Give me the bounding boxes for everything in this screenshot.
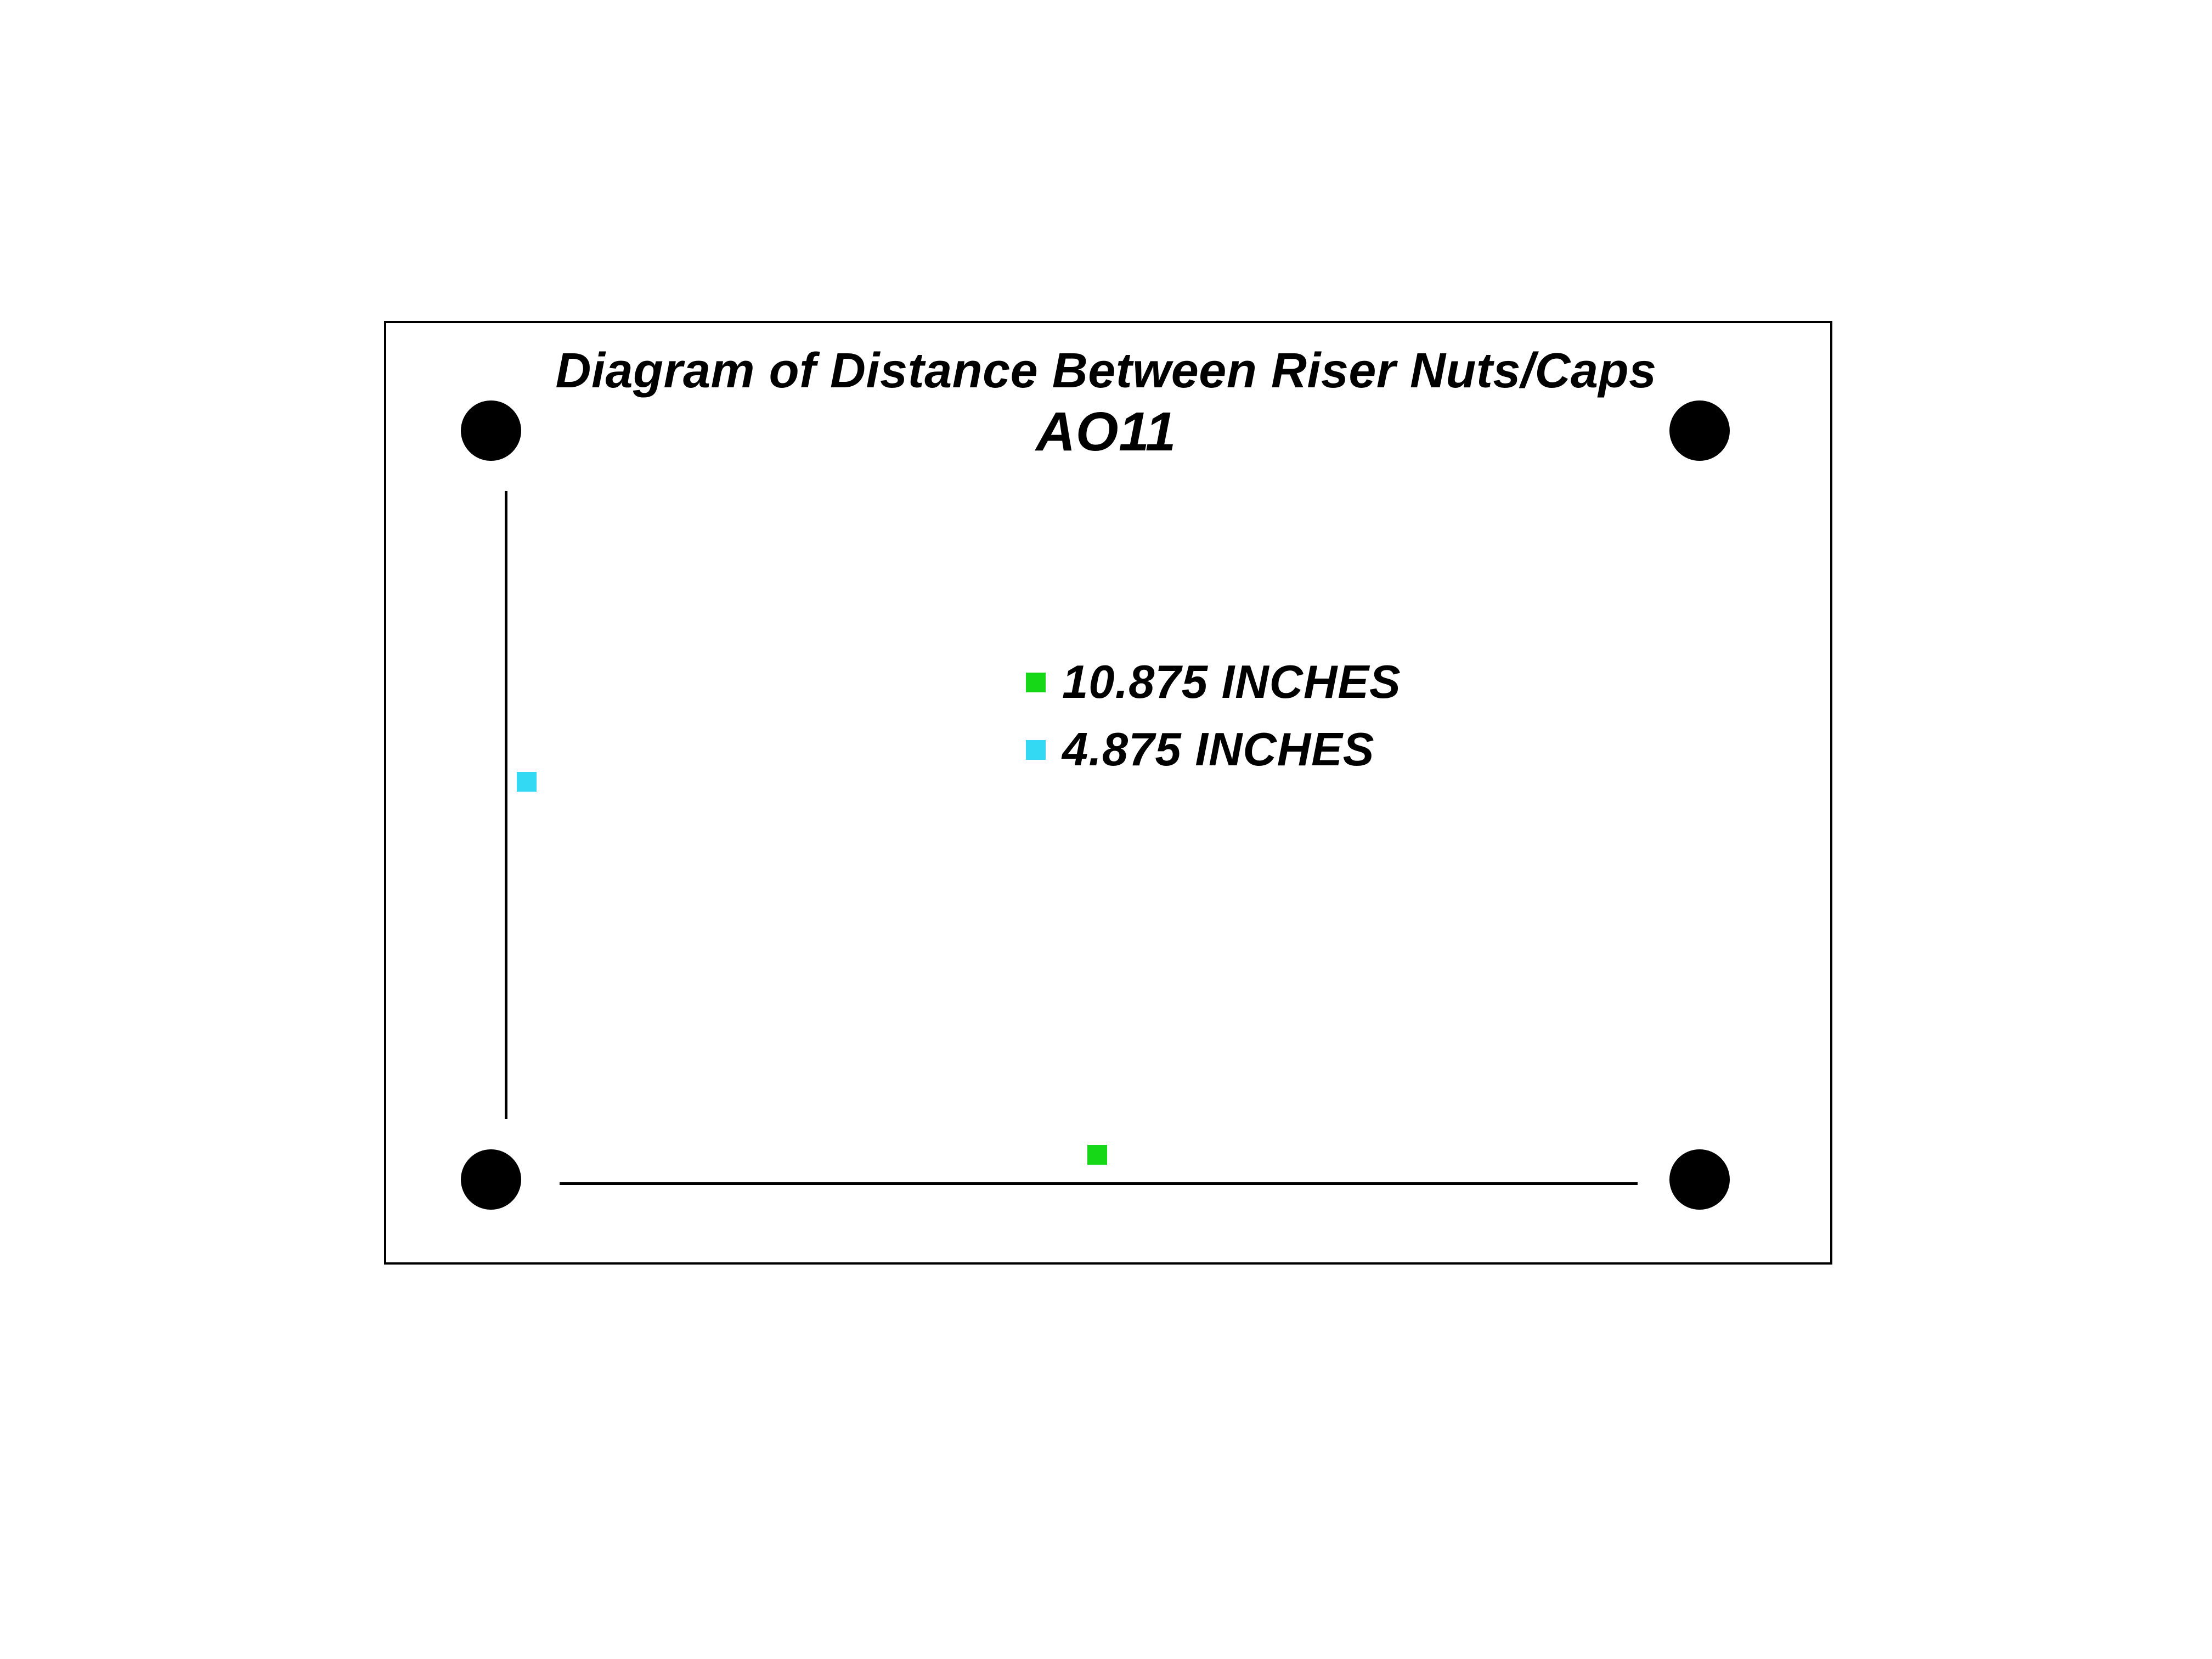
horizontal-distance-marker bbox=[1087, 1145, 1107, 1165]
riser-nut-bottom-left bbox=[461, 1149, 521, 1210]
legend: 10.875 INCHES 4.875 INCHES bbox=[1026, 656, 1401, 777]
vertical-distance-line bbox=[505, 491, 507, 1119]
diagram-title-line2: AO11 bbox=[0, 400, 2212, 464]
legend-label: 10.875 INCHES bbox=[1062, 656, 1401, 709]
legend-swatch bbox=[1026, 673, 1046, 692]
diagram-canvas: Diagram of Distance Between Riser Nuts/C… bbox=[0, 0, 2212, 1659]
legend-row: 4.875 INCHES bbox=[1026, 723, 1401, 777]
diagram-title-line1: Diagram of Distance Between Riser Nuts/C… bbox=[0, 343, 2212, 399]
legend-swatch bbox=[1026, 740, 1046, 760]
riser-nut-top-left bbox=[461, 400, 521, 461]
legend-row: 10.875 INCHES bbox=[1026, 656, 1401, 709]
riser-nut-top-right bbox=[1669, 400, 1730, 461]
legend-label: 4.875 INCHES bbox=[1062, 723, 1374, 777]
horizontal-distance-line bbox=[560, 1182, 1638, 1185]
riser-nut-bottom-right bbox=[1669, 1149, 1730, 1210]
vertical-distance-marker bbox=[517, 772, 537, 792]
